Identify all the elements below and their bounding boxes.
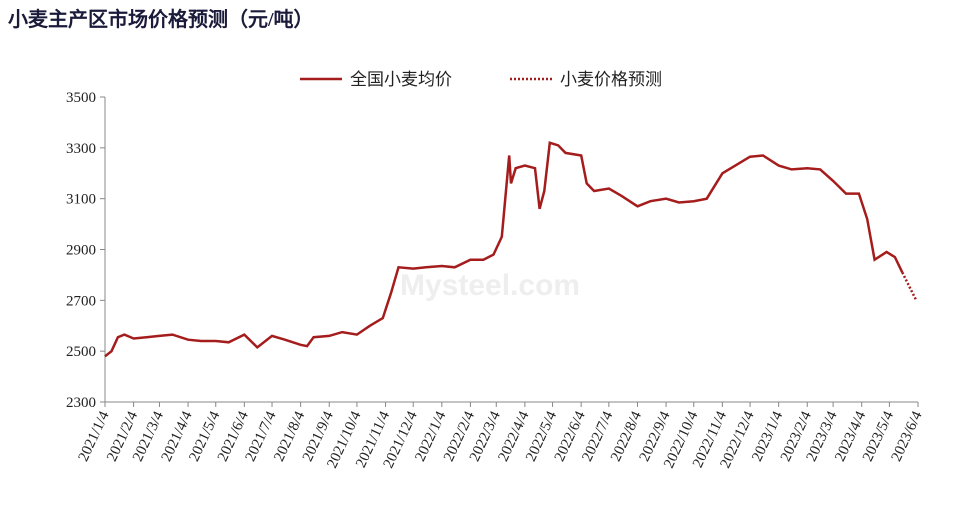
y-tick-label: 3500 bbox=[66, 90, 96, 106]
y-tick-label: 3100 bbox=[66, 192, 96, 208]
legend-label: 全国小麦均价 bbox=[350, 70, 452, 89]
y-tick-label: 2500 bbox=[66, 344, 96, 360]
y-tick-label: 2300 bbox=[66, 395, 96, 411]
chart-title: 小麦主产区市场价格预测（元/吨） bbox=[8, 7, 314, 31]
line-series bbox=[901, 271, 918, 301]
line-series bbox=[104, 141, 904, 358]
watermark: Mysteel.com bbox=[400, 269, 580, 302]
y-tick-label: 2700 bbox=[66, 293, 96, 309]
y-tick-label: 2900 bbox=[66, 243, 96, 259]
legend-label: 小麦价格预测 bbox=[560, 70, 662, 89]
y-tick-label: 3300 bbox=[66, 141, 96, 157]
